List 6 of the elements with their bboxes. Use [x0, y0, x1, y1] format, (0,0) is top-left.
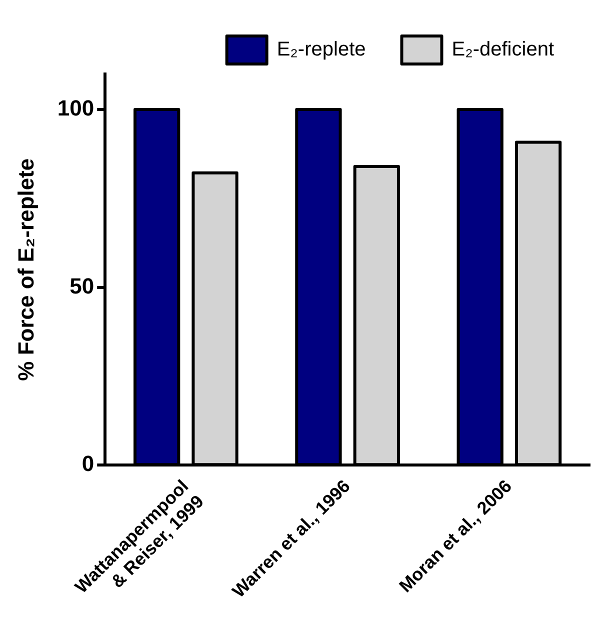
y-tick-label: 50 — [70, 273, 94, 298]
y-tick-label: 100 — [57, 96, 94, 121]
legend-label: E₂-deficient — [452, 38, 554, 61]
y-tick-label: 0 — [82, 451, 94, 476]
y-axis-title: % Force of E₂-replete — [13, 158, 38, 381]
legend-label: E₂-replete — [276, 38, 366, 61]
